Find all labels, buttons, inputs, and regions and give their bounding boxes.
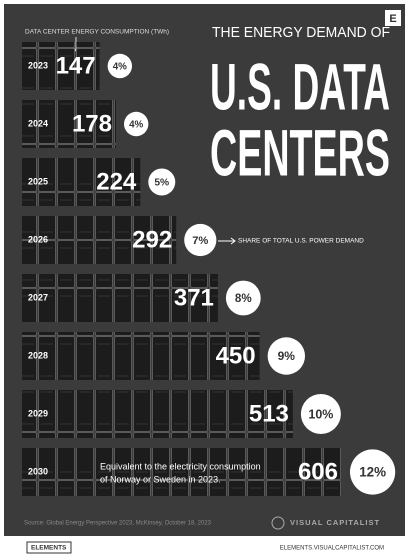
category-label: 2027 bbox=[28, 292, 48, 302]
share-circle bbox=[350, 449, 396, 495]
brand: VISUAL CAPITALIST bbox=[290, 518, 380, 527]
bar bbox=[22, 100, 116, 148]
share-circle bbox=[267, 337, 306, 375]
value-label: 371 bbox=[174, 284, 214, 311]
category-label: 2024 bbox=[28, 118, 48, 128]
share-label: 12% bbox=[359, 465, 386, 480]
bar bbox=[22, 332, 260, 380]
share-circle bbox=[184, 223, 217, 257]
value-label: 292 bbox=[132, 226, 172, 253]
share-label: 8% bbox=[235, 292, 252, 305]
value-label: 147 bbox=[56, 52, 96, 79]
title-line: CENTERS bbox=[210, 115, 390, 189]
share-arrow-head bbox=[230, 237, 236, 245]
annotation: Equivalent to the electricity consumptio… bbox=[100, 461, 261, 471]
bar bbox=[22, 390, 293, 438]
share-circle bbox=[300, 394, 341, 434]
bar bbox=[22, 158, 141, 206]
value-label: 224 bbox=[96, 168, 137, 195]
category-label: 2028 bbox=[28, 350, 48, 360]
share-circle bbox=[148, 168, 176, 196]
value-label: 450 bbox=[216, 342, 256, 369]
bar bbox=[22, 42, 100, 90]
source: Source: Global Energy Perspective 2023, … bbox=[24, 521, 212, 527]
brand-icon bbox=[271, 516, 285, 530]
category-label: 2030 bbox=[28, 466, 48, 476]
share-circle bbox=[107, 53, 133, 79]
value-label: 606 bbox=[298, 458, 338, 485]
share-label: 7% bbox=[192, 235, 208, 247]
annotation: of Norway or Sweden in 2023. bbox=[100, 474, 221, 484]
share-circle bbox=[225, 280, 261, 316]
share-label: 4% bbox=[113, 62, 127, 73]
bar bbox=[22, 274, 218, 322]
category-label: 2025 bbox=[28, 176, 48, 186]
axis-label: DATA CENTER ENERGY CONSUMPTION (TWh) bbox=[25, 29, 169, 36]
logo: E bbox=[389, 13, 396, 25]
category-label: 2023 bbox=[28, 60, 48, 70]
value-label: 513 bbox=[249, 400, 289, 427]
title-small: THE ENERGY DEMAND OF bbox=[212, 25, 390, 41]
bar bbox=[22, 448, 342, 496]
share-label: 10% bbox=[308, 407, 333, 421]
value-label: 178 bbox=[72, 110, 112, 137]
category-label: 2029 bbox=[28, 408, 48, 418]
share-label: 9% bbox=[278, 349, 296, 363]
bar bbox=[22, 216, 177, 264]
share-label: 5% bbox=[154, 178, 169, 189]
panel bbox=[4, 4, 405, 536]
footer-box bbox=[26, 541, 72, 554]
category-label: 2026 bbox=[28, 234, 48, 244]
share-note: SHARE OF TOTAL U.S. POWER DEMAND bbox=[238, 238, 364, 245]
logo-box bbox=[385, 10, 401, 26]
share-label: 4% bbox=[129, 120, 143, 131]
footer-left: ELEMENTS bbox=[31, 545, 67, 552]
title-line: U.S. DATA bbox=[210, 49, 390, 123]
share-circle bbox=[123, 111, 149, 137]
footer-right: ELEMENTS.VISUALCAPITALIST.COM bbox=[280, 546, 384, 552]
